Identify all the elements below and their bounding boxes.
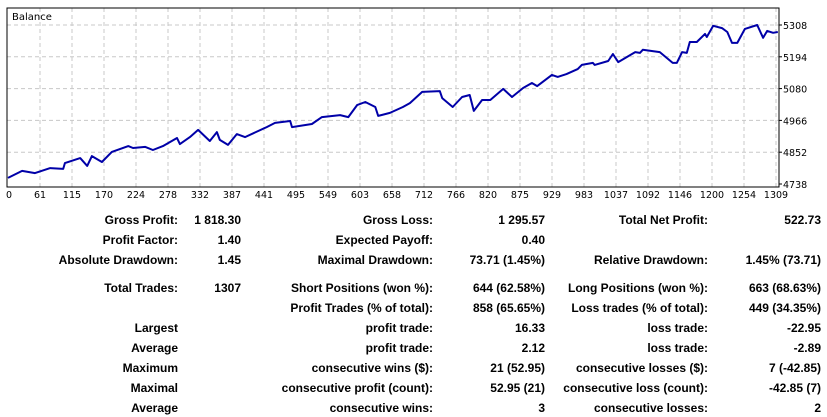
x-tick-label: 441 bbox=[255, 190, 273, 200]
total-net-profit-label: Total Net Profit: bbox=[618, 213, 708, 227]
balance-chart: Balance 0 61 115 170 224 278 332 387 441 495 549 60… bbox=[6, 7, 807, 200]
x-tick-label: 658 bbox=[383, 190, 401, 200]
chart-title: Balance bbox=[12, 12, 52, 23]
maximal-consecutive-loss-value: -42.85 (7) bbox=[768, 381, 821, 395]
x-tick-label: 1200 bbox=[700, 190, 724, 200]
x-tick-label: 712 bbox=[415, 190, 433, 200]
maximal-drawdown-value: 73.71 (1.45%) bbox=[469, 253, 545, 267]
average-loss-value: -2.89 bbox=[793, 341, 821, 355]
x-tick-label: 115 bbox=[63, 190, 81, 200]
balance-line bbox=[7, 24, 778, 179]
x-tick-label: 224 bbox=[127, 190, 145, 200]
y-tick-label: 4738 bbox=[783, 180, 807, 191]
average-consecutive-losses-label: consecutive losses: bbox=[593, 401, 708, 415]
long-positions-value: 663 (68.63%) bbox=[748, 281, 821, 295]
largest-profit-value: 16.33 bbox=[514, 321, 545, 335]
y-tick-label: 5308 bbox=[783, 21, 807, 32]
x-tick-label: 1037 bbox=[604, 190, 628, 200]
x-tick-label: 332 bbox=[191, 190, 209, 200]
absolute-drawdown-label: Absolute Drawdown: bbox=[58, 253, 178, 267]
maximal-label: Maximal bbox=[130, 381, 178, 395]
max-consecutive-losses-label: consecutive losses ($): bbox=[575, 361, 708, 375]
x-tick-label: 549 bbox=[319, 190, 337, 200]
x-tick-label: 1146 bbox=[668, 190, 692, 200]
x-tick-label: 0 bbox=[6, 190, 12, 200]
max-consecutive-wins-label: consecutive wins ($): bbox=[311, 361, 433, 375]
x-tick-label: 278 bbox=[159, 190, 177, 200]
total-trades-label: Total Trades: bbox=[104, 281, 178, 295]
maximal-consecutive-loss-label: consecutive loss (count): bbox=[563, 381, 708, 395]
max-consecutive-wins-value: 21 (52.95) bbox=[490, 361, 545, 375]
profit-factor-value: 1.40 bbox=[217, 233, 241, 247]
chart-grid bbox=[7, 8, 779, 187]
relative-drawdown-label: Relative Drawdown: bbox=[593, 253, 708, 267]
absolute-drawdown-value: 1.45 bbox=[217, 253, 241, 267]
average-profit-label: profit trade: bbox=[365, 341, 433, 355]
largest-loss-value: -22.95 bbox=[786, 321, 821, 335]
loss-trades-value: 449 (34.35%) bbox=[748, 301, 821, 315]
gross-loss-value: 1 295.57 bbox=[498, 213, 545, 227]
plot-frame bbox=[6, 7, 780, 188]
largest-label: Largest bbox=[134, 321, 178, 335]
profit-trades-value: 858 (65.65%) bbox=[472, 301, 545, 315]
gross-loss-label: Gross Loss: bbox=[362, 213, 433, 227]
total-net-profit-value: 522.73 bbox=[784, 213, 821, 227]
x-tick-label: 820 bbox=[479, 190, 497, 200]
loss-trades-label: Loss trades (% of total): bbox=[571, 301, 708, 315]
relative-drawdown-value: 1.45% (73.71) bbox=[745, 253, 821, 267]
profit-factor-label: Profit Factor: bbox=[102, 233, 178, 247]
maximum-label: Maximum bbox=[122, 361, 178, 375]
y-tick-label: 4966 bbox=[783, 116, 807, 127]
x-tick-label: 875 bbox=[511, 190, 529, 200]
maximal-consecutive-profit-value: 52.95 (21) bbox=[490, 381, 545, 395]
y-tick-label: 5194 bbox=[783, 53, 807, 64]
profit-trades-label: Profit Trades (% of total): bbox=[290, 301, 433, 315]
x-tick-label: 387 bbox=[223, 190, 241, 200]
maximal-consecutive-profit-label: consecutive profit (count): bbox=[281, 381, 433, 395]
expected-payoff-label: Expected Payoff: bbox=[335, 233, 433, 247]
x-tick-label: 983 bbox=[575, 190, 593, 200]
average-loss-label: loss trade: bbox=[647, 341, 708, 355]
average-consecutive-label: Average bbox=[131, 401, 178, 415]
max-consecutive-losses-value: 7 (-42.85) bbox=[768, 361, 821, 375]
gross-profit-value: 1 818.30 bbox=[194, 213, 241, 227]
x-tick-label: 603 bbox=[351, 190, 369, 200]
x-tick-label: 929 bbox=[543, 190, 561, 200]
x-tick-label: 170 bbox=[95, 190, 113, 200]
x-tick-label: 1309 bbox=[764, 190, 788, 200]
expected-payoff-value: 0.40 bbox=[521, 233, 545, 247]
short-positions-value: 644 (62.58%) bbox=[472, 281, 545, 295]
average-consecutive-losses-value: 2 bbox=[814, 401, 821, 415]
x-tick-label: 1254 bbox=[732, 190, 756, 200]
x-tick-label: 495 bbox=[287, 190, 305, 200]
long-positions-label: Long Positions (won %): bbox=[568, 281, 708, 295]
average-consecutive-wins-label: consecutive wins: bbox=[329, 401, 433, 415]
largest-loss-label: loss trade: bbox=[647, 321, 708, 335]
y-tick-label: 4852 bbox=[783, 148, 807, 159]
average-label: Average bbox=[131, 341, 178, 355]
y-tick-label: 5080 bbox=[783, 85, 807, 96]
x-tick-label: 766 bbox=[447, 190, 465, 200]
maximal-drawdown-label: Maximal Drawdown: bbox=[317, 253, 433, 267]
average-consecutive-wins-value: 3 bbox=[538, 401, 545, 415]
gross-profit-label: Gross Profit: bbox=[104, 213, 178, 227]
x-tick-label: 61 bbox=[34, 190, 46, 200]
largest-profit-label: profit trade: bbox=[365, 321, 433, 335]
average-profit-value: 2.12 bbox=[521, 341, 545, 355]
total-trades-value: 1307 bbox=[214, 281, 241, 295]
short-positions-label: Short Positions (won %): bbox=[291, 281, 433, 295]
x-tick-label: 1092 bbox=[636, 190, 660, 200]
